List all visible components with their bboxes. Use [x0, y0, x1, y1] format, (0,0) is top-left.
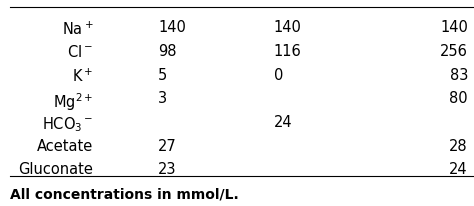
Text: 80: 80 [449, 91, 468, 106]
Text: All concentrations in mmol/L.: All concentrations in mmol/L. [10, 188, 239, 202]
Text: Cl$^-$: Cl$^-$ [67, 44, 93, 60]
Text: 28: 28 [449, 139, 468, 154]
Text: 98: 98 [158, 44, 177, 59]
Text: 5: 5 [158, 68, 167, 83]
Text: HCO$_3$$^-$: HCO$_3$$^-$ [42, 115, 93, 134]
Text: 0: 0 [274, 68, 283, 83]
Text: 24: 24 [449, 162, 468, 177]
Text: 116: 116 [274, 44, 301, 59]
Text: 3: 3 [158, 91, 167, 106]
Text: 140: 140 [440, 20, 468, 35]
Text: Acetate: Acetate [37, 139, 93, 154]
Text: K$^+$: K$^+$ [72, 68, 93, 85]
Text: 23: 23 [158, 162, 177, 177]
Text: 140: 140 [274, 20, 301, 35]
Text: Gluconate: Gluconate [18, 162, 93, 177]
Text: 24: 24 [274, 115, 292, 130]
Text: 256: 256 [440, 44, 468, 59]
Text: Na$^+$: Na$^+$ [62, 20, 93, 38]
Text: Mg$^{2+}$: Mg$^{2+}$ [53, 91, 93, 113]
Text: 27: 27 [158, 139, 177, 154]
Text: 83: 83 [450, 68, 468, 83]
Text: 140: 140 [158, 20, 186, 35]
